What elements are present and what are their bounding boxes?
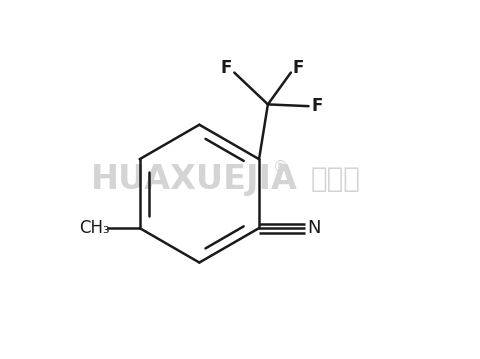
Text: F: F (221, 59, 232, 77)
Text: HUAXUEJIA: HUAXUEJIA (91, 163, 298, 196)
Text: 化学加: 化学加 (311, 165, 360, 194)
Text: N: N (307, 219, 321, 237)
Text: ®: ® (273, 160, 288, 174)
Text: F: F (293, 59, 304, 77)
Text: CH₃: CH₃ (79, 219, 110, 237)
Text: F: F (312, 97, 323, 115)
